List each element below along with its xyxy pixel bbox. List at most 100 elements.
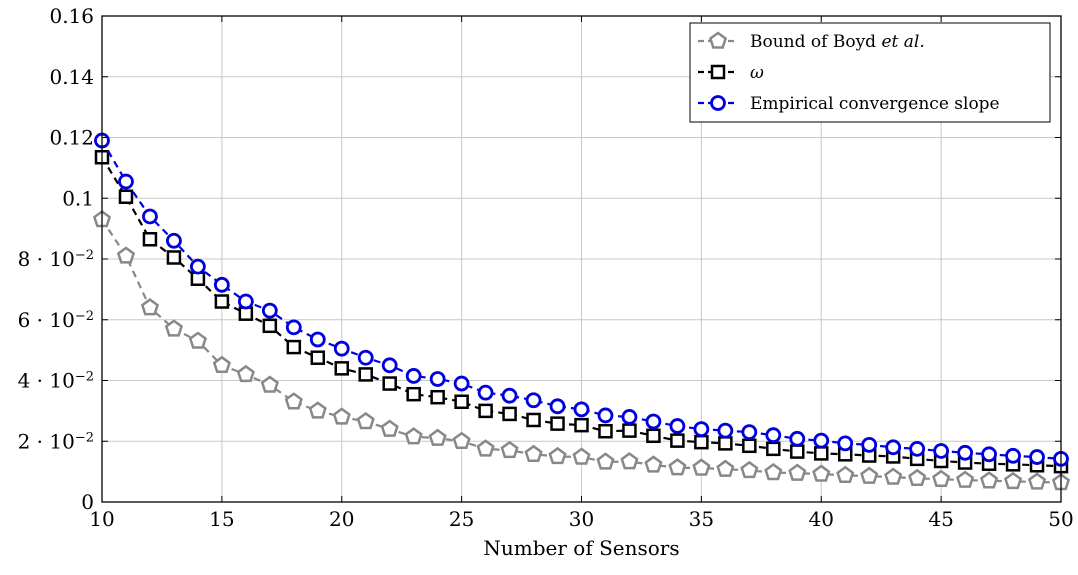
data-point [718,436,733,451]
x-axis-ticks: 10 15 20 25 30 35 40 45 50 [89,16,1074,531]
data-point [310,350,326,365]
x-tick-label: 50 [1048,507,1073,531]
data-point [789,430,806,447]
data-point [598,423,613,439]
data-point [525,392,542,409]
y-tick-label: 2 · 10−2 [18,429,94,453]
data-point [285,319,302,336]
legend-entry: Empirical convergence slope [698,94,1000,114]
data-point [356,411,375,430]
data-point [548,446,567,465]
data-point [693,421,710,438]
data-point [1005,447,1021,464]
data-point [262,318,278,334]
legend-label: ω [750,63,764,83]
data-point [717,422,734,439]
data-point [286,339,302,355]
data-point [332,407,351,425]
data-point [956,470,975,488]
data-point [406,386,421,402]
data-point [909,440,926,457]
data-point [622,423,637,438]
data-point [502,406,517,422]
data-point [981,446,997,463]
data-point [189,258,206,275]
legend-box [689,22,1051,123]
data-point [166,232,182,249]
data-point [836,465,855,483]
data-point [452,431,471,449]
y-tick-label: 8 · 10−2 [18,247,94,271]
data-point [692,458,711,476]
data-point [861,436,878,453]
data-point [621,409,638,425]
data-point [933,443,950,459]
data-point [428,428,447,446]
data-point [645,413,662,430]
legend-marker [710,64,726,80]
data-point [765,427,782,444]
data-point [164,319,183,337]
x-tick-label: 15 [209,507,234,531]
data-point [596,452,615,470]
data-point [334,361,349,376]
data-point [646,428,661,444]
data-point [549,398,566,415]
legend-marker [710,95,726,111]
data-point [814,446,829,461]
legend-label: Empirical convergence slope [750,94,1000,114]
data-point [116,246,136,264]
data-point [908,468,927,487]
data-point [454,394,469,410]
data-point [884,467,903,485]
x-tick-label: 35 [689,507,714,531]
data-point [741,424,758,441]
legend-entry: Bound of Boyd et al. [698,31,925,52]
data-point [308,401,327,419]
data-point [142,208,158,225]
data-point [574,417,589,433]
legend-entry: ω [698,63,764,83]
y-tick-label: 6 · 10−2 [18,308,94,332]
data-point [430,389,445,405]
x-tick-label: 30 [569,507,594,531]
data-point [333,340,350,357]
data-point [932,469,951,487]
data-point [500,440,519,459]
data-point [404,427,423,445]
data-point [118,173,134,190]
data-point [476,439,495,457]
data-point [190,271,206,286]
y-axis-ticks: 0 2 · 10−2 4 · 10−2 6 · 10−2 8 · 10−2 0.1 0.12… [18,4,1061,514]
data-point [837,435,854,452]
data-point [212,355,231,374]
data-point [694,434,709,450]
data-point [788,463,807,481]
legend-marker [708,31,728,49]
data-point [572,447,591,465]
data-point [142,232,158,247]
data-point [380,419,399,437]
data-point [885,439,902,456]
data-point [213,276,230,293]
data-point [764,462,783,481]
data-point [284,392,303,410]
data-point [358,367,373,382]
legend-label: Bound of Boyd et al. [750,32,925,52]
data-point [524,444,543,463]
series-layer [92,132,1071,491]
data-point [980,471,999,489]
data-point [620,452,639,470]
y-tick-label: 0.14 [49,65,94,89]
data-point [429,371,446,387]
data-point [140,298,160,316]
data-point [188,331,207,349]
data-point [670,433,685,448]
legend: Bound of Boyd et al. ω Empirical convergen… [689,22,1051,123]
data-point [382,376,397,391]
data-point [813,432,830,449]
data-point [573,401,590,418]
data-point [526,412,541,428]
data-point [118,189,134,204]
